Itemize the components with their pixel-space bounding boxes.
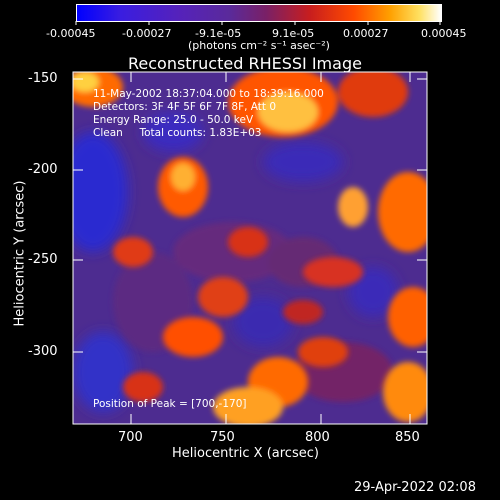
x-tick-label: 850	[395, 430, 420, 445]
plot-title: Reconstructed RHESSI Image	[128, 54, 362, 73]
colorbar-tick-label: -0.00045	[46, 27, 96, 40]
x-tick-label: 750	[210, 430, 235, 445]
colorbar	[76, 4, 442, 22]
y-tick-label: -300	[28, 344, 58, 359]
image-panel	[73, 72, 427, 424]
rhessi-image	[73, 72, 427, 424]
colorbar-tick-label: 9.1e-05	[272, 27, 315, 40]
annotation-peak: Position of Peak = [700,-170]	[93, 398, 247, 410]
colorbar-tick-label: -0.00027	[122, 27, 172, 40]
annotation-method: Clean Total counts: 1.83E+03	[93, 127, 262, 139]
y-tick-label: -150	[28, 71, 58, 86]
y-tick-label: -200	[28, 162, 58, 177]
colorbar-units: (photons cm⁻² s⁻¹ asec⁻²)	[188, 39, 330, 52]
y-tick-label: -250	[28, 252, 58, 267]
annotation-detectors: Detectors: 3F 4F 5F 6F 7F 8F, Att 0	[93, 101, 277, 113]
annotation-time-range: 11-May-2002 18:37:04.000 to 18:39:16.000	[93, 88, 324, 100]
x-tick-label: 700	[118, 430, 143, 445]
footer-timestamp: 29-Apr-2022 02:08	[354, 480, 476, 495]
y-axis-title: Heliocentric Y (arcsec)	[12, 180, 28, 327]
colorbar-tick-label: 0.00045	[421, 27, 467, 40]
x-tick-label: 800	[305, 430, 330, 445]
x-axis-title: Heliocentric X (arcsec)	[172, 446, 319, 461]
colorbar-tick-label: 0.00027	[343, 27, 389, 40]
colorbar-tick-label: -9.1e-05	[195, 27, 242, 40]
annotation-energy: Energy Range: 25.0 - 50.0 keV	[93, 114, 254, 126]
